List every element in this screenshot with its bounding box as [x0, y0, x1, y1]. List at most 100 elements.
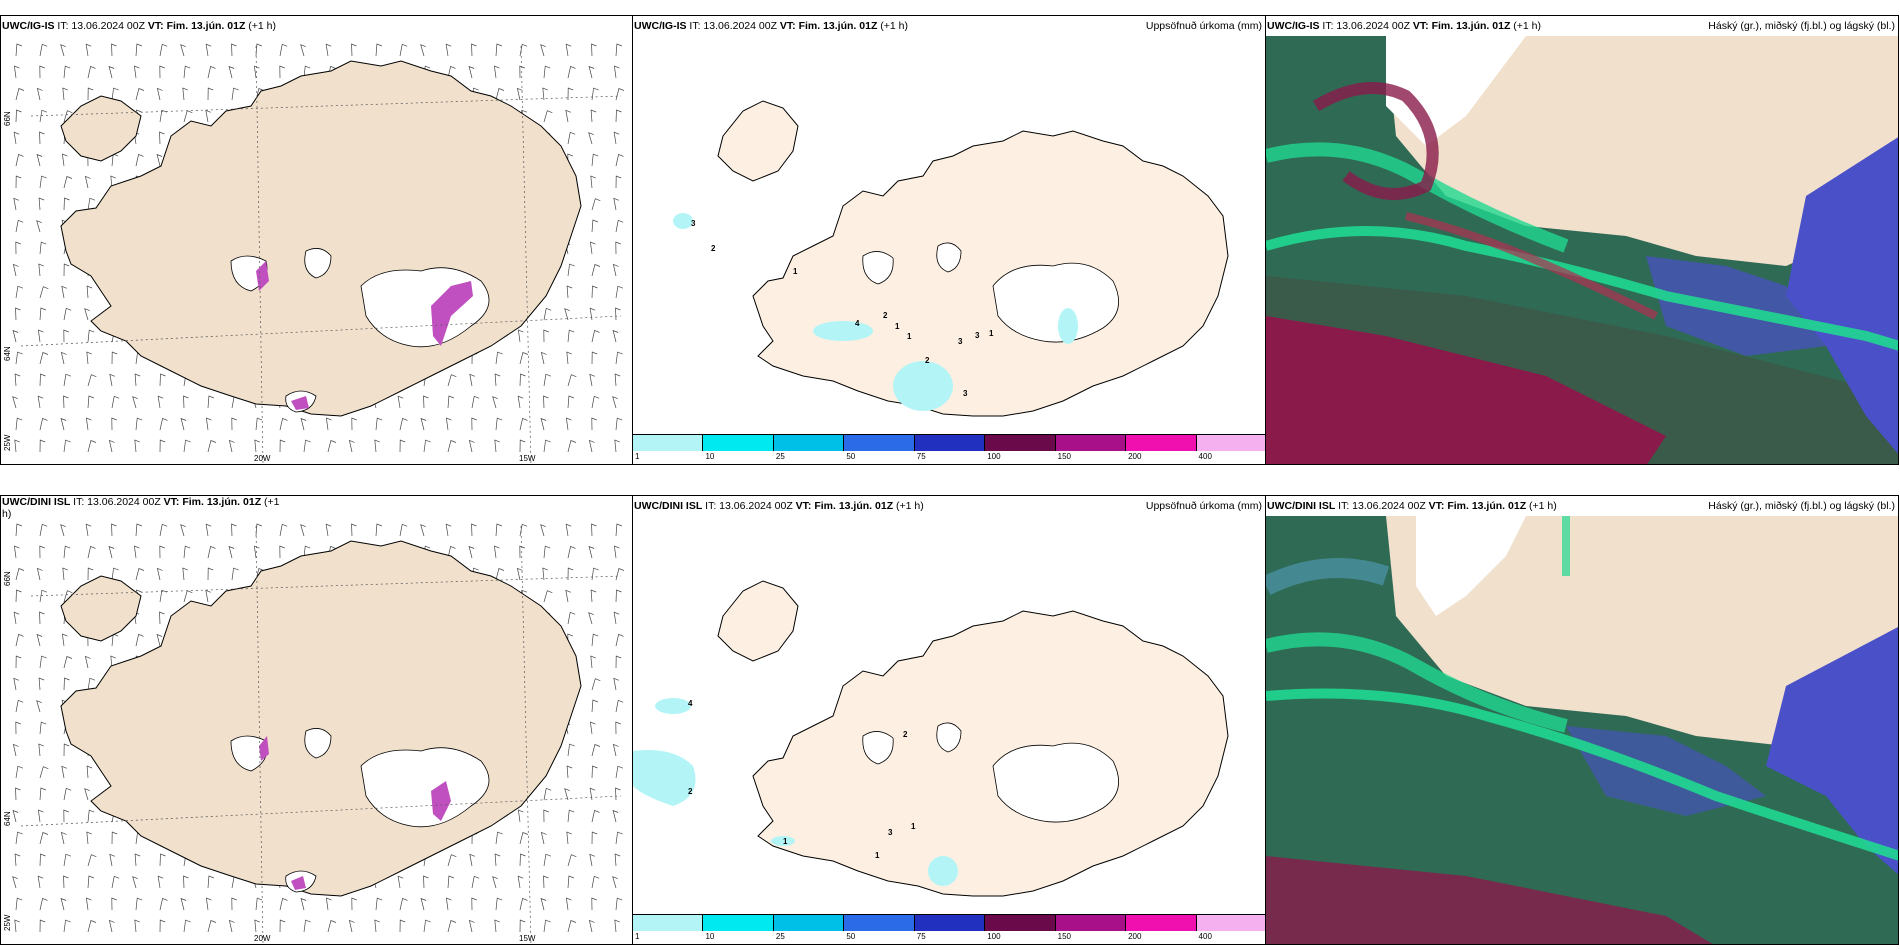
- wind-barb: [15, 721, 21, 735]
- wind-barb: [38, 263, 44, 277]
- wind-barb: [495, 88, 505, 101]
- wind-barb: [87, 65, 96, 79]
- wind-barb: [205, 589, 211, 603]
- wind-barb: [615, 219, 624, 233]
- precip-value-label: 2: [925, 356, 930, 365]
- wind-barb: [63, 263, 70, 277]
- colorbar-segment: [1126, 435, 1197, 451]
- wind-barb: [565, 523, 572, 537]
- wind-barb: [86, 285, 93, 299]
- colorbar-segment: [773, 435, 845, 451]
- wind-barb: [39, 545, 45, 559]
- wind-barb: [180, 897, 187, 911]
- wind-barb: [159, 897, 168, 911]
- wind-barb: [589, 787, 596, 801]
- wind-barb: [39, 43, 48, 57]
- lon-label-15: 15W: [519, 454, 536, 463]
- wind-barb: [156, 87, 163, 101]
- wind-barb: [567, 65, 576, 79]
- precip-value-label: 4: [855, 319, 860, 328]
- wind-barb: [567, 87, 574, 101]
- wind-barb: [15, 897, 23, 911]
- wind-barb: [519, 352, 529, 365]
- wind-barb: [87, 374, 97, 387]
- wind-barb: [87, 567, 94, 581]
- wind-barb: [133, 545, 140, 559]
- wind-barb: [15, 831, 23, 845]
- wind-barb: [588, 919, 595, 933]
- colorbar: [633, 914, 1265, 931]
- wind-barb: [39, 131, 45, 145]
- wind-barb: [590, 655, 596, 669]
- precip-value-label: 2: [711, 244, 716, 253]
- wind-barb: [39, 523, 48, 537]
- wind-barb: [228, 545, 235, 559]
- precip-value-label: 1: [911, 822, 916, 831]
- wind-barb: [60, 351, 67, 365]
- wind-barb: [517, 329, 524, 343]
- wind-barb: [399, 417, 408, 431]
- wind-barb: [39, 611, 45, 625]
- wind-barb: [87, 677, 96, 691]
- colorbar-tick-label: 25: [775, 932, 785, 941]
- wind-barb: [516, 567, 523, 581]
- wind-barb: [566, 351, 572, 365]
- wind-barb: [183, 439, 191, 453]
- wind-barb: [15, 633, 24, 647]
- wind-barb: [36, 633, 43, 647]
- lon-label-25: 25W: [3, 434, 12, 451]
- wind-barb: [110, 175, 116, 189]
- wind-barb: [159, 417, 168, 431]
- wind-barb: [63, 545, 71, 559]
- wind-barb: [159, 109, 168, 123]
- wind-barb: [228, 65, 235, 79]
- wind-barb: [180, 44, 186, 57]
- precip-value-label: 1: [783, 837, 788, 846]
- wind-barb: [540, 417, 547, 431]
- wind-barb: [495, 568, 505, 581]
- wind-barb: [15, 153, 24, 167]
- wind-barb: [14, 853, 21, 867]
- wind-barb: [566, 831, 572, 845]
- wind-barb: [325, 43, 332, 57]
- wind-barb: [159, 131, 165, 145]
- wind-barb: [567, 374, 577, 387]
- wind-barb: [39, 373, 46, 387]
- wind-barb: [591, 633, 599, 647]
- wind-barb: [39, 655, 47, 669]
- wind-barb: [591, 523, 597, 537]
- wind-barb: [590, 175, 596, 189]
- colorbar-tick-label: 50: [846, 932, 856, 941]
- wind-barb: [495, 897, 503, 911]
- wind-barb: [15, 219, 24, 233]
- lat-label-66: 66N: [3, 571, 12, 586]
- wind-barb: [543, 545, 551, 559]
- wind-barb: [399, 897, 408, 911]
- lon-label-20: 20W: [254, 454, 271, 463]
- wind-barb: [423, 395, 429, 409]
- colorbar-segment: [1196, 915, 1265, 931]
- wind-barb: [591, 699, 599, 713]
- wind-barb: [543, 875, 549, 889]
- wind-barb: [588, 439, 595, 453]
- wind-barb: [111, 567, 119, 581]
- wind-barb: [300, 44, 306, 57]
- colorbar-segment: [914, 915, 986, 931]
- wind-barb: [159, 373, 166, 387]
- wind-barb: [15, 568, 25, 581]
- colorbar-tick-label: 10: [705, 452, 715, 461]
- wind-barb: [447, 65, 456, 79]
- wind-barb: [13, 545, 20, 559]
- wind-barb: [111, 87, 119, 101]
- wind-barb: [60, 524, 66, 537]
- wind-barb: [447, 854, 457, 867]
- wind-barb: [423, 875, 429, 889]
- wind-barb: [63, 677, 70, 691]
- wind-barb: [519, 853, 526, 867]
- wind-barb: [207, 440, 217, 453]
- wind-barb: [447, 374, 457, 387]
- wind-barb: [12, 329, 19, 343]
- wind-barb: [39, 65, 45, 79]
- wind-barb: [111, 831, 118, 845]
